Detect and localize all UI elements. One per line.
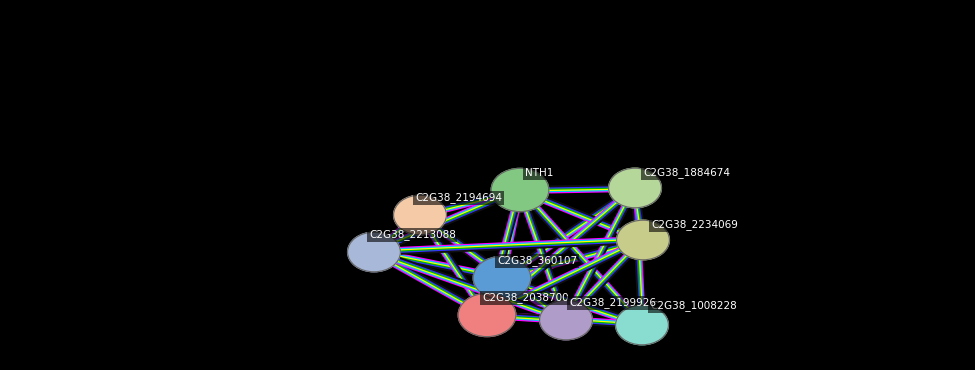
- Text: C2G38_2213088: C2G38_2213088: [369, 229, 456, 240]
- Text: NTH1: NTH1: [525, 168, 554, 178]
- Ellipse shape: [539, 300, 593, 340]
- Ellipse shape: [473, 256, 530, 300]
- Text: C2G38_2038700: C2G38_2038700: [482, 292, 568, 303]
- Text: C2G38_1884674: C2G38_1884674: [643, 167, 730, 178]
- Ellipse shape: [616, 220, 670, 260]
- Text: C2G38_2194694: C2G38_2194694: [415, 192, 502, 203]
- Text: C2G38_2199926: C2G38_2199926: [569, 297, 656, 308]
- Ellipse shape: [458, 293, 516, 337]
- Ellipse shape: [615, 305, 669, 345]
- Text: C2G38_2234069: C2G38_2234069: [651, 219, 738, 230]
- Ellipse shape: [394, 195, 447, 235]
- Ellipse shape: [348, 232, 401, 272]
- Text: C2G38_1008228: C2G38_1008228: [650, 300, 737, 311]
- Ellipse shape: [608, 168, 661, 208]
- Ellipse shape: [491, 168, 549, 212]
- Text: C2G38_360107: C2G38_360107: [497, 255, 577, 266]
